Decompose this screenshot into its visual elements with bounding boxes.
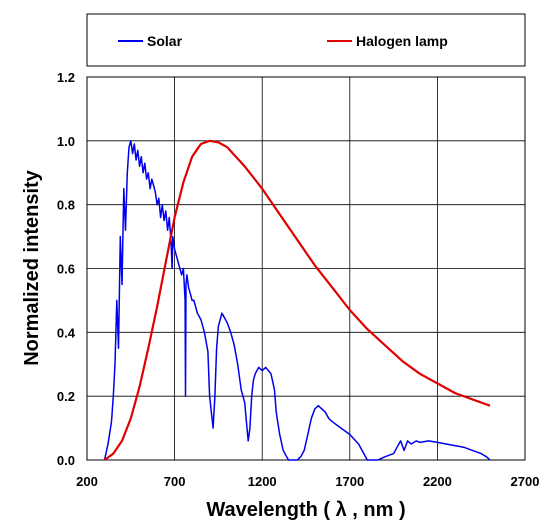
x-tick-label: 1700	[335, 474, 364, 489]
legend: Solar Halogen lamp	[86, 13, 526, 67]
legend-label-halogen: Halogen lamp	[356, 33, 448, 49]
plot-frame	[86, 76, 526, 461]
x-axis-title: Wavelength ( λ , nm )	[206, 499, 405, 521]
y-tick-label: 1.2	[57, 70, 75, 85]
tick-labels: 200 700 1200 1700 2200 2700 0.0 0.2 0.4 0.6 0.8 1.0…	[57, 70, 540, 489]
y-tick-label: 0.8	[57, 198, 75, 213]
series-line-halogen	[103, 139, 491, 461]
series-line-solar	[103, 140, 491, 461]
x-tick-label: 700	[164, 474, 186, 489]
y-tick-label: 0.2	[57, 389, 75, 404]
legend-label-solar: Solar	[147, 33, 183, 49]
x-tick-label: 2700	[511, 474, 540, 489]
gridlines	[87, 77, 525, 460]
x-tick-label: 2200	[423, 474, 452, 489]
y-tick-label: 1.0	[57, 134, 75, 149]
legend-box	[86, 13, 526, 67]
x-tick-label: 200	[76, 474, 98, 489]
y-axis-title: Normalized intensity	[21, 169, 43, 365]
y-tick-label: 0.0	[57, 453, 75, 468]
x-tick-label: 1200	[248, 474, 277, 489]
y-tick-label: 0.6	[57, 262, 75, 277]
y-tick-label: 0.4	[57, 325, 76, 340]
series-layer	[103, 139, 491, 461]
